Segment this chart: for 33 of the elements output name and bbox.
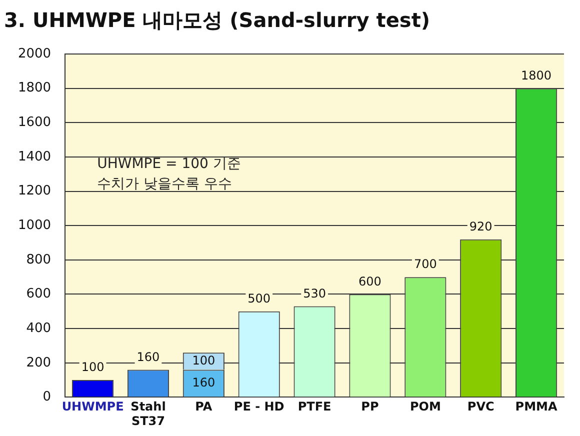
y-tick-label: 600 — [26, 286, 52, 302]
data-label: 500 — [248, 292, 271, 306]
data-label: 700 — [414, 257, 437, 272]
x-tick-label: PVC — [467, 400, 494, 414]
data-label: 100 — [192, 353, 216, 368]
x-tick-label: PTFE — [298, 400, 332, 414]
data-label: 160 — [136, 350, 160, 364]
x-tick-label: POM — [410, 400, 441, 414]
y-tick-label: 1800 — [18, 80, 52, 96]
data-label: 530 — [303, 286, 326, 300]
y-tick-label: 2000 — [18, 46, 52, 62]
y-tick-label: 200 — [26, 355, 52, 370]
y-tick-label: 400 — [26, 320, 52, 336]
chart-title: 3. UHMWPE 내마모성 (Sand-slurry test) — [4, 8, 430, 32]
data-label: 100 — [81, 360, 104, 374]
data-label: 920 — [469, 219, 492, 234]
y-tick-label: 1000 — [18, 218, 52, 233]
y-tick-label: 0 — [42, 390, 52, 405]
y-tick-label: 1400 — [18, 149, 52, 164]
annotation: 수치가 낮을수록 우수 — [97, 176, 232, 192]
x-tick-label: PP — [361, 400, 379, 414]
x-tick-label: PE - HD — [234, 400, 284, 414]
x-tick-label: UHWMPE — [62, 400, 124, 414]
x-tick-label: PMMA — [515, 400, 558, 414]
data-label: 600 — [358, 274, 382, 288]
x-tick-label: Stahl ST37 — [130, 400, 166, 428]
data-label: 160 — [192, 375, 216, 390]
annotation: UHWMPE = 100 기준 — [97, 156, 241, 172]
y-tick-label: 800 — [26, 252, 52, 268]
data-label: 1800 — [521, 68, 552, 82]
y-tick-label: 1200 — [18, 184, 52, 199]
x-tick-label: PA — [195, 400, 213, 414]
y-tick-label: 1600 — [18, 115, 52, 130]
